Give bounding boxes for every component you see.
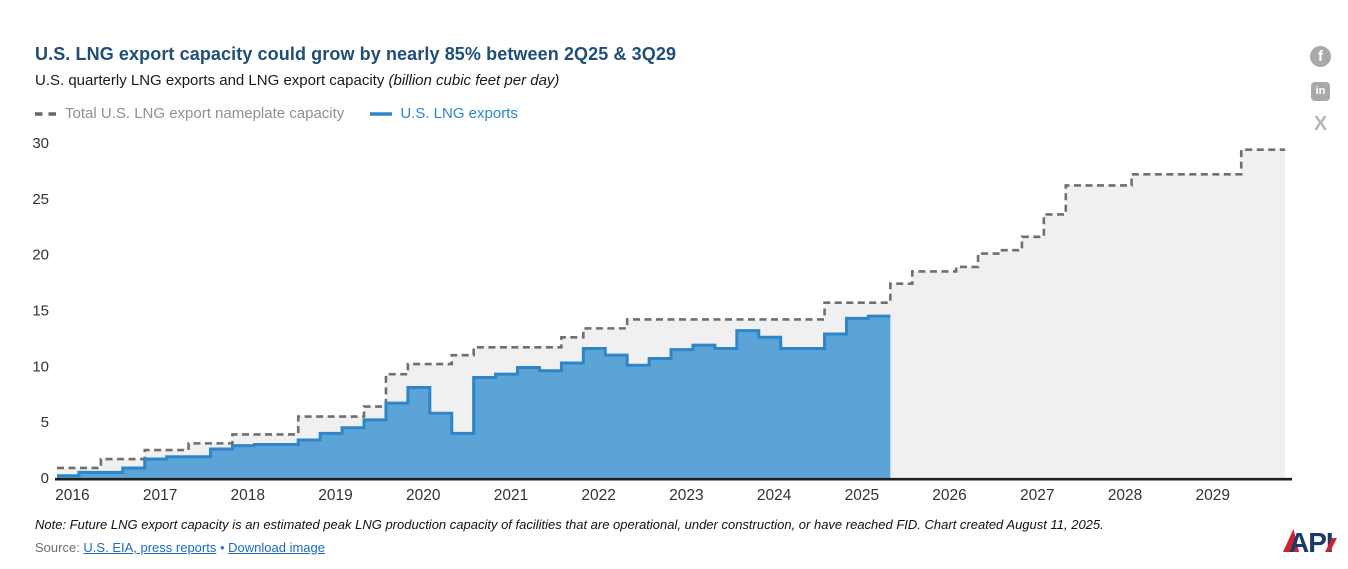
x-tick-label: 2021 (494, 487, 528, 504)
x-tick-label: 2020 (406, 487, 441, 504)
facebook-share-icon[interactable]: f (1310, 46, 1331, 67)
y-tick-label: 25 (32, 191, 49, 208)
x-tick-label: 2024 (757, 487, 792, 504)
capacity-area (57, 149, 1286, 478)
x-tick-label: 2028 (1108, 487, 1142, 504)
subtitle-text: U.S. quarterly LNG exports and LNG expor… (35, 72, 389, 89)
x-tick-label: 2025 (845, 487, 879, 504)
y-tick-label: 15 (32, 302, 49, 319)
social-share-bar: f in X (1310, 46, 1331, 134)
source-prefix: Source: (35, 540, 84, 555)
exports-line-icon (370, 111, 393, 116)
api-logo: API (1283, 527, 1337, 558)
chart-subtitle: U.S. quarterly LNG exports and LNG expor… (35, 72, 1275, 89)
chart-legend: Total U.S. LNG export nameplate capacity… (35, 105, 1275, 122)
x-tick-label: 2019 (318, 487, 352, 504)
download-image-link[interactable]: Download image (228, 540, 325, 555)
source-line: Source: U.S. EIA, press reports • Downlo… (35, 540, 325, 555)
subtitle-units: (billion cubic feet per day) (388, 72, 560, 89)
x-tick-label: 2029 (1195, 487, 1229, 504)
y-tick-label: 30 (32, 135, 49, 152)
x-tick-label: 2026 (932, 487, 966, 504)
y-axis-ticks: 0 5 10 15 20 25 30 (32, 135, 49, 487)
svg-text:API: API (1289, 527, 1333, 558)
chart-header: U.S. LNG export capacity could grow by n… (35, 44, 1275, 122)
x-tick-label: 2018 (231, 487, 265, 504)
x-axis-ticks: 2016 2017 2018 2019 2020 2021 2022 2023 2024 2025… (55, 487, 1230, 504)
linkedin-share-icon[interactable]: in (1311, 82, 1330, 101)
x-tick-label: 2027 (1020, 487, 1054, 504)
x-tick-label: 2016 (55, 487, 89, 504)
x-tick-label: 2017 (143, 487, 177, 504)
legend-exports-label: U.S. LNG exports (400, 105, 518, 122)
x-tick-label: 2022 (581, 487, 615, 504)
page-title: U.S. LNG export capacity could grow by n… (35, 44, 677, 64)
source-link[interactable]: U.S. EIA, press reports (83, 540, 217, 555)
exports-line (57, 314, 891, 478)
legend-capacity-label: Total U.S. LNG export nameplate capacity (65, 105, 345, 122)
capacity-dashed-line (57, 148, 1286, 470)
y-tick-label: 20 (32, 247, 49, 264)
api-logo-red-triangle (1283, 529, 1299, 552)
x-tick-label: 2023 (669, 487, 703, 504)
api-logo-red-slash (1325, 538, 1337, 552)
source-separator: • (216, 540, 229, 555)
y-tick-label: 5 (41, 414, 49, 431)
y-tick-label: 10 (32, 358, 49, 375)
capacity-dash-icon (35, 111, 57, 116)
x-share-icon[interactable]: X (1313, 113, 1328, 135)
chart-note: Note: Future LNG export capacity is an e… (35, 517, 1104, 532)
y-tick-label: 0 (41, 470, 49, 487)
